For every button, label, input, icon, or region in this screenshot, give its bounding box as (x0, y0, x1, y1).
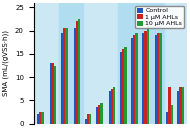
Bar (109, 91, 111, 124)
Bar (168, 86, 170, 124)
Bar (182, 86, 184, 124)
Bar (113, 86, 115, 124)
Bar (87, 114, 89, 124)
Bar (170, 105, 173, 124)
Bar (144, 31, 146, 124)
Bar (118, 3, 164, 124)
Bar (63, 28, 65, 124)
Bar (166, 112, 168, 124)
Bar (61, 33, 63, 124)
Bar (131, 38, 133, 124)
Bar (159, 33, 162, 124)
Bar (89, 114, 91, 124)
Bar (146, 26, 149, 124)
Bar (54, 66, 56, 124)
Bar (157, 33, 159, 124)
Bar (59, 3, 82, 124)
Bar (122, 49, 124, 124)
Y-axis label: SMA (mL/(gVSS·h)): SMA (mL/(gVSS·h)) (3, 30, 9, 96)
Bar (39, 112, 41, 124)
Bar (76, 21, 78, 124)
Bar (133, 35, 135, 124)
Bar (124, 47, 127, 124)
Bar (111, 89, 113, 124)
Bar (135, 33, 138, 124)
Bar (155, 35, 157, 124)
Bar (98, 105, 100, 124)
Bar (74, 28, 76, 124)
Bar (85, 119, 87, 124)
Legend: Control, 1 μM AHLs, 10 μM AHLs: Control, 1 μM AHLs, 10 μM AHLs (135, 6, 184, 28)
Bar (120, 52, 122, 124)
Bar (78, 19, 80, 124)
Bar (142, 33, 144, 124)
Bar (50, 63, 52, 124)
Bar (100, 103, 103, 124)
Bar (179, 86, 182, 124)
Bar (52, 63, 54, 124)
Bar (65, 28, 67, 124)
Bar (37, 114, 39, 124)
Bar (41, 112, 44, 124)
Bar (177, 91, 179, 124)
Bar (96, 107, 98, 124)
